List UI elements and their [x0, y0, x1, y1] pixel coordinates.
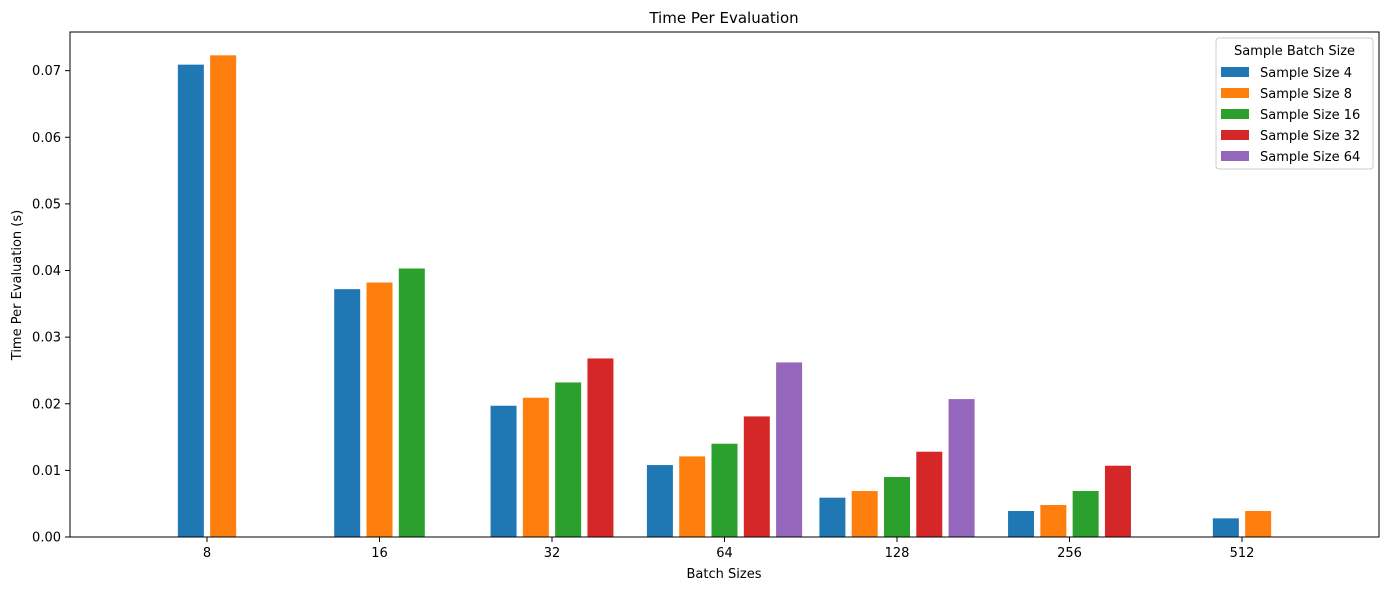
- bar-sample-size-32-batch-256: [1104, 465, 1131, 537]
- bar-sample-size-4-batch-8: [177, 64, 204, 538]
- bar-sample-size-4-batch-128: [819, 497, 846, 537]
- legend: Sample Batch Size Sample Size 4 Sample Siz…: [1215, 37, 1374, 170]
- legend-label: Sample Size 8: [1260, 87, 1352, 102]
- x-axis-label: Batch Sizes: [687, 567, 762, 582]
- y-tick-label: 0.04: [32, 264, 61, 279]
- y-axis-label: Time Per Evaluation (s): [10, 210, 25, 361]
- legend-swatch-sample-size-4: [1221, 67, 1249, 77]
- bar-sample-size-64-batch-64: [776, 362, 803, 537]
- legend-label: Sample Size 32: [1260, 129, 1360, 144]
- y-axis: 0.00 0.01 0.02 0.03 0.04 0.05 0.06 0.07: [32, 64, 70, 546]
- legend-label: Sample Size 16: [1260, 108, 1360, 123]
- legend-title: Sample Batch Size: [1234, 44, 1355, 59]
- bar-sample-size-32-batch-32: [587, 358, 614, 537]
- bar-sample-size-16-batch-16: [398, 268, 425, 537]
- y-tick-label: 0.07: [32, 64, 61, 79]
- y-tick-label: 0.05: [32, 197, 61, 212]
- x-tick-label: 512: [1230, 546, 1255, 561]
- legend-label: Sample Size 64: [1260, 150, 1360, 165]
- y-tick-label: 0.01: [32, 464, 61, 479]
- bar-sample-size-4-batch-64: [646, 465, 673, 537]
- chart-title: Time Per Evaluation: [648, 9, 798, 27]
- bar-sample-size-8-batch-512: [1245, 511, 1272, 537]
- x-tick-label: 32: [544, 546, 561, 561]
- bar-sample-size-64-batch-128: [948, 399, 975, 537]
- y-tick-label: 0.06: [32, 131, 61, 146]
- bar-sample-size-32-batch-128: [916, 451, 943, 537]
- y-tick-label: 0.00: [32, 531, 61, 546]
- bar-sample-size-8-batch-128: [851, 491, 878, 537]
- legend-box: [1215, 37, 1374, 170]
- bar-sample-size-4-batch-512: [1212, 518, 1239, 537]
- bar-sample-size-4-batch-32: [490, 405, 517, 537]
- bar-sample-size-32-batch-64: [743, 416, 770, 537]
- x-tick-label: 128: [885, 546, 910, 561]
- y-tick-label: 0.03: [32, 331, 61, 346]
- legend-swatch-sample-size-8: [1221, 88, 1249, 98]
- x-tick-label: 16: [371, 546, 388, 561]
- legend-label: Sample Size 4: [1260, 66, 1352, 81]
- y-tick-label: 0.02: [32, 397, 61, 412]
- plot-area: [69, 31, 1380, 538]
- x-axis: 8 16 32 64 128 256 512: [203, 537, 1255, 561]
- bar-sample-size-8-batch-64: [679, 456, 706, 537]
- bar-sample-size-16-batch-128: [884, 477, 910, 537]
- legend-swatch-sample-size-32: [1221, 130, 1249, 140]
- x-tick-label: 256: [1057, 546, 1082, 561]
- x-tick-label: 64: [716, 546, 733, 561]
- bar-sample-size-4-batch-16: [334, 289, 361, 537]
- bar-sample-size-4-batch-256: [1008, 511, 1035, 537]
- bar-sample-size-8-batch-16: [366, 282, 393, 537]
- x-tick-label: 8: [203, 546, 211, 561]
- bar-sample-size-8-batch-256: [1040, 505, 1067, 537]
- bar-sample-size-16-batch-64: [711, 443, 738, 537]
- bar-sample-size-16-batch-256: [1072, 491, 1099, 537]
- legend-swatch-sample-size-64: [1221, 151, 1249, 161]
- bar-sample-size-16-batch-32: [555, 382, 582, 537]
- legend-swatch-sample-size-16: [1221, 109, 1249, 119]
- bar-sample-size-8-batch-32: [522, 397, 549, 537]
- bar-sample-size-8-batch-8: [210, 55, 237, 537]
